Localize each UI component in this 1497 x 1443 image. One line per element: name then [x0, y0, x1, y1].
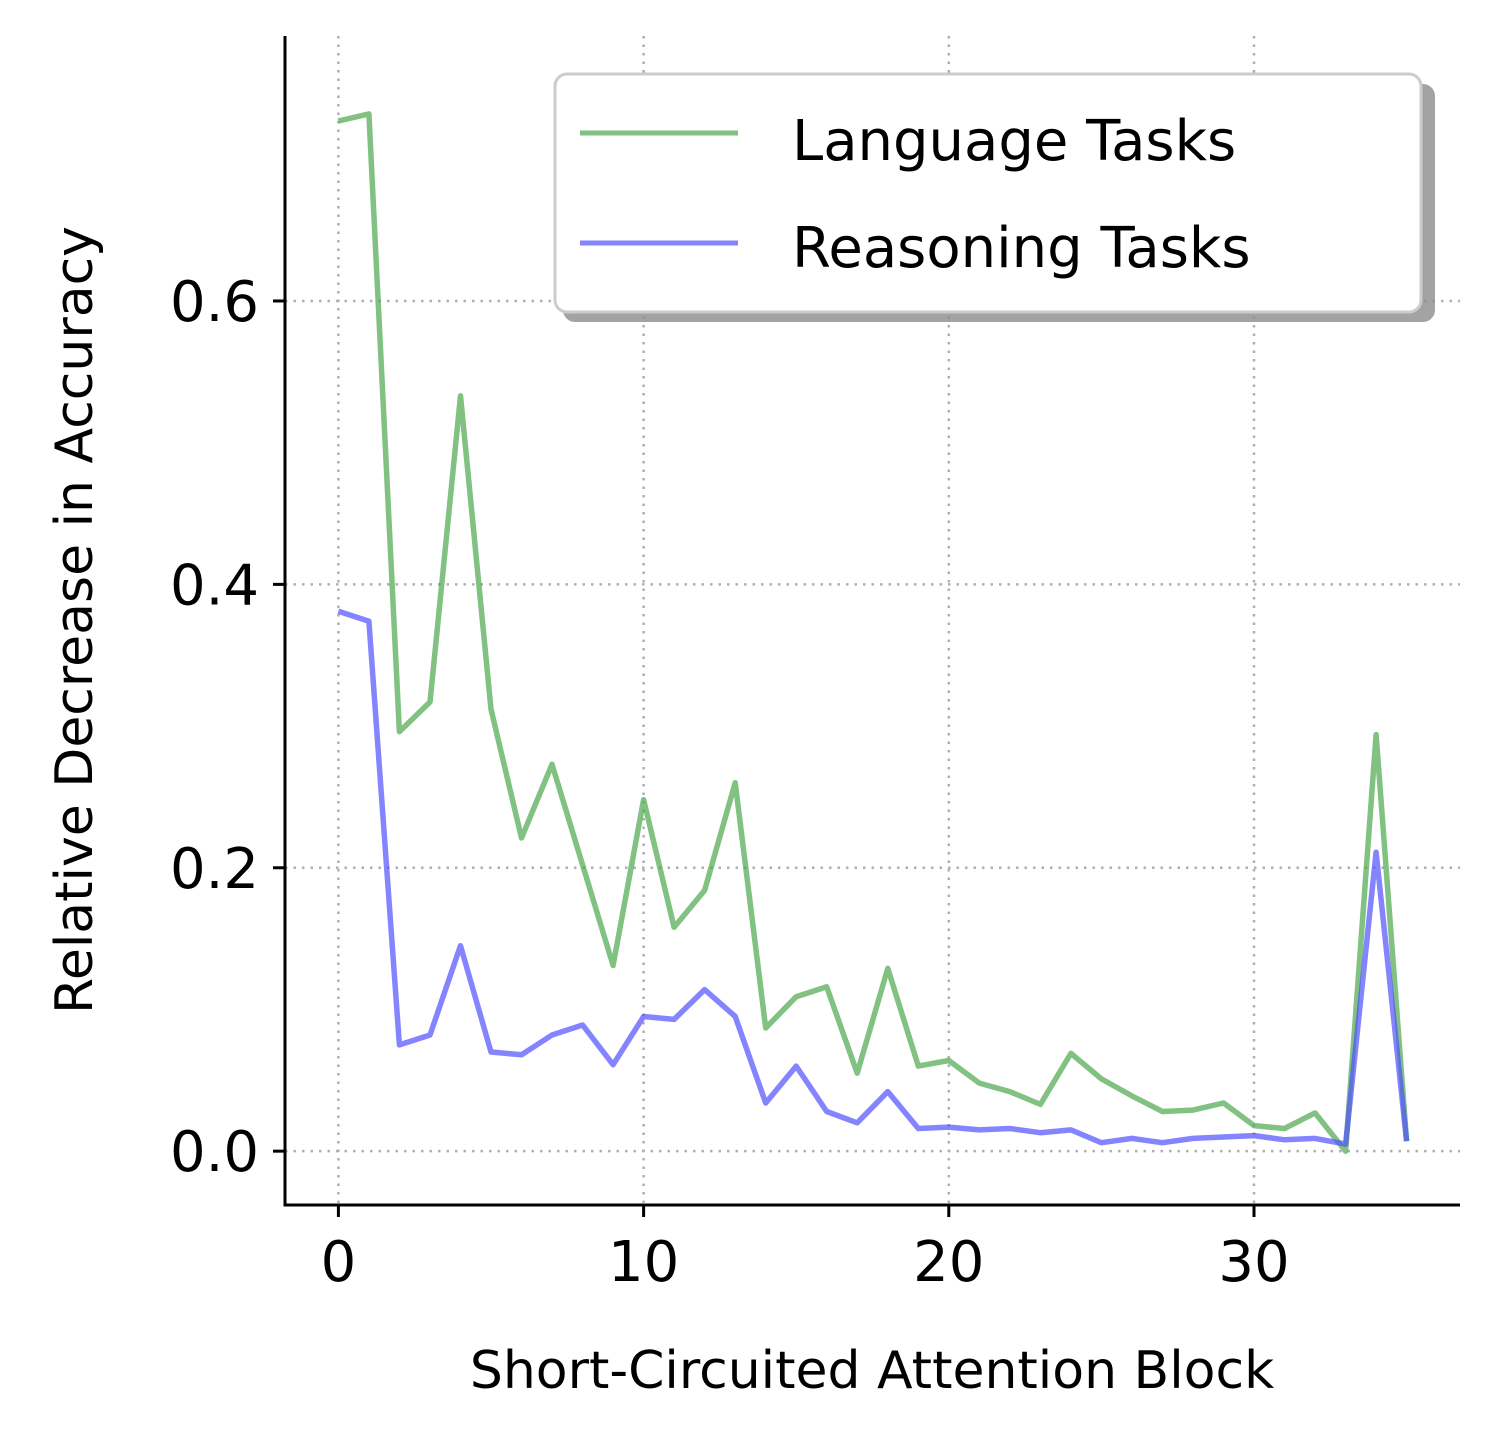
x-tick-label-1: 10	[608, 1230, 679, 1295]
legend-label-reasoning-tasks: Reasoning Tasks	[792, 216, 1251, 281]
y-tick-label-2: 0.4	[170, 553, 259, 618]
series-lines	[337, 111, 1410, 1154]
y-axis-label: Relative Decrease in Accuracy	[45, 226, 105, 1014]
tick-labels: 0 10 20 30 0.0 0.2 0.4 0.6	[170, 270, 1290, 1295]
legend-label-language-tasks: Language Tasks	[792, 109, 1236, 174]
axes	[273, 36, 1460, 1217]
x-tick-label-0: 0	[321, 1230, 357, 1295]
y-tick-label-0: 0.0	[170, 1120, 259, 1185]
y-tick-label-1: 0.2	[170, 837, 259, 902]
x-tick-label-3: 30	[1218, 1230, 1289, 1295]
series-line-1	[337, 608, 1410, 1147]
legend: Language Tasks Reasoning Tasks	[553, 72, 1435, 322]
series-line-0	[337, 111, 1410, 1154]
legend-box	[553, 72, 1423, 314]
x-axis-label: Short-Circuited Attention Block	[470, 1341, 1274, 1401]
x-tick-label-2: 20	[913, 1230, 984, 1295]
y-tick-label-3: 0.6	[170, 270, 259, 335]
